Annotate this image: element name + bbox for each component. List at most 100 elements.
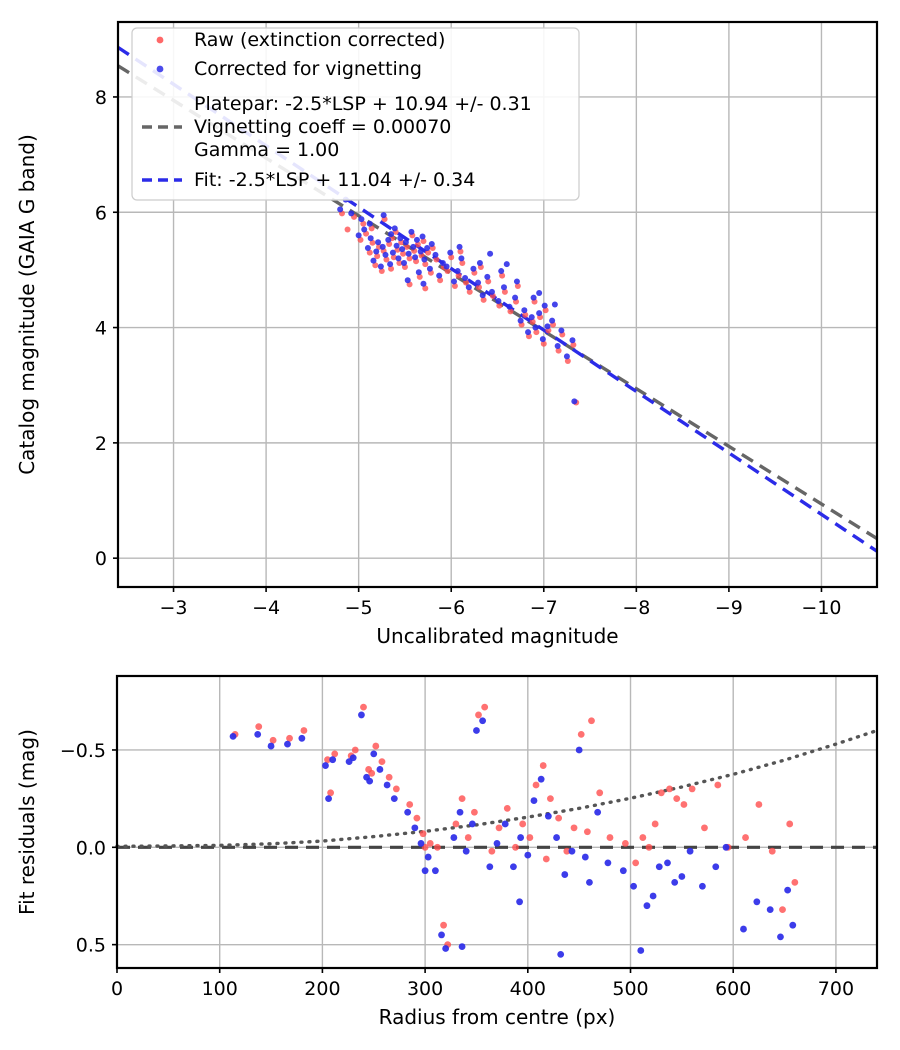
data-point <box>405 250 412 257</box>
data-point <box>377 263 384 270</box>
data-point <box>284 740 291 748</box>
data-point <box>632 859 640 867</box>
data-point <box>639 834 647 841</box>
scatter-series-corrected <box>337 196 578 405</box>
data-point <box>425 249 432 256</box>
data-point <box>378 268 385 275</box>
data-point <box>374 253 381 260</box>
data-point <box>424 245 431 251</box>
data-point <box>470 265 477 272</box>
data-point <box>403 243 410 250</box>
data-point <box>499 272 506 279</box>
data-point <box>549 317 556 324</box>
data-point <box>476 259 483 266</box>
data-point <box>688 785 696 793</box>
residual-series-corrected <box>229 711 797 958</box>
data-point <box>577 731 585 738</box>
data-point <box>367 235 374 242</box>
x-tick-label: 400 <box>510 978 546 1000</box>
data-point <box>463 279 470 286</box>
data-point <box>528 314 535 321</box>
legend-label: Corrected for vignetting <box>194 58 422 80</box>
data-point <box>413 814 421 822</box>
data-point <box>286 734 293 742</box>
data-point <box>493 840 501 847</box>
data-point <box>456 808 464 816</box>
data-point <box>568 847 576 855</box>
x-tick-label: 100 <box>202 978 238 1000</box>
fit-residuals-plot: 0 100 200 300 400 500 600 700 0.5 0.0 −0.5 Radius f… <box>15 674 879 1029</box>
data-point <box>404 277 411 284</box>
data-point <box>604 859 612 867</box>
y-tick-label: 8 <box>95 87 107 109</box>
axes-frame <box>116 20 879 589</box>
data-point <box>432 251 439 258</box>
data-point <box>254 731 262 738</box>
data-point <box>255 723 263 731</box>
data-point <box>551 301 558 308</box>
data-point <box>368 225 375 232</box>
data-point <box>442 945 450 952</box>
data-point <box>375 239 382 246</box>
x-tick-label: 700 <box>818 978 854 1000</box>
data-point <box>699 882 706 890</box>
data-point <box>495 298 502 305</box>
data-point <box>673 795 681 803</box>
data-point <box>376 766 384 773</box>
data-point <box>479 717 487 725</box>
data-point <box>451 278 457 285</box>
data-point <box>448 254 455 261</box>
data-point <box>561 871 569 878</box>
data-point <box>701 824 708 832</box>
data-point <box>553 834 560 841</box>
data-point <box>351 746 359 754</box>
data-point <box>536 310 543 317</box>
data-point <box>786 820 794 828</box>
data-point <box>358 216 365 223</box>
data-point <box>361 226 368 233</box>
data-point <box>529 318 536 325</box>
data-point <box>541 302 548 309</box>
data-point <box>373 248 380 255</box>
data-point <box>496 302 503 309</box>
data-point <box>651 820 659 828</box>
data-point <box>451 283 458 290</box>
data-point <box>355 232 362 239</box>
data-point <box>370 750 378 758</box>
y-axis-label: Fit residuals (mag) <box>15 729 39 915</box>
data-point <box>424 853 432 861</box>
data-point <box>436 272 443 279</box>
data-point <box>393 242 400 249</box>
data-point <box>406 255 413 262</box>
data-point <box>686 847 694 855</box>
data-point <box>539 762 547 769</box>
x-tick-label: −7 <box>530 597 558 619</box>
data-point <box>444 268 451 275</box>
data-point <box>547 795 554 803</box>
data-point <box>645 843 653 851</box>
y-tick-label: −0.5 <box>60 740 106 762</box>
data-point <box>507 308 514 315</box>
x-tick-label: 300 <box>407 978 443 1000</box>
data-point <box>468 820 476 828</box>
data-point <box>657 789 665 797</box>
data-point <box>426 840 434 847</box>
data-point <box>555 347 562 354</box>
data-point <box>366 220 373 227</box>
scatter-series-raw <box>339 210 580 406</box>
data-point <box>390 254 397 261</box>
data-point <box>431 867 439 875</box>
data-point <box>440 921 447 929</box>
data-point <box>630 882 637 890</box>
data-point <box>517 834 525 841</box>
data-point <box>517 317 524 324</box>
data-point <box>519 820 527 828</box>
data-point <box>369 239 376 246</box>
data-point <box>533 329 540 336</box>
data-point <box>421 867 429 875</box>
data-point <box>397 235 404 242</box>
data-point <box>447 249 454 256</box>
data-point <box>537 775 545 783</box>
data-point <box>456 243 463 250</box>
data-point <box>434 843 441 851</box>
